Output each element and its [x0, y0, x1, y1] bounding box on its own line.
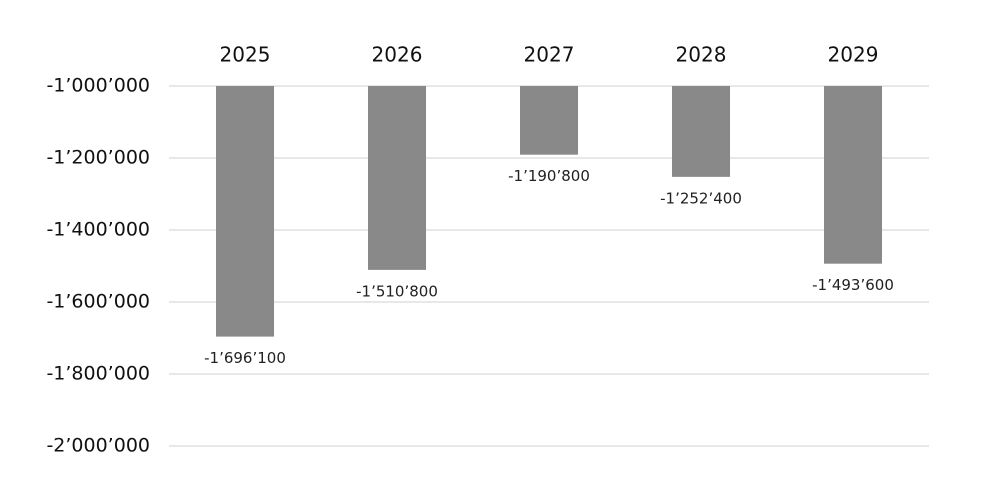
y-tick-label: -1’400’000 [46, 219, 150, 241]
x-tick-label: 2029 [828, 43, 879, 67]
y-tick-label: -1’200’000 [46, 147, 150, 169]
bar [520, 86, 578, 155]
x-tick-label: 2027 [524, 43, 575, 67]
x-tick-label: 2028 [676, 43, 727, 67]
x-tick-label: 2026 [372, 43, 423, 67]
y-tick-label: -1’600’000 [46, 291, 150, 313]
value-label: -1’252’400 [660, 189, 742, 207]
x-tick-label: 2025 [220, 43, 271, 67]
value-label: -1’696’100 [204, 349, 286, 367]
bar [216, 86, 274, 337]
value-label: -1’493’600 [812, 276, 894, 294]
bar [824, 86, 882, 264]
value-label: -1’510’800 [356, 282, 438, 300]
y-tick-label: -1’000’000 [46, 75, 150, 97]
y-tick-label: -2’000’000 [46, 435, 150, 457]
value-label: -1’190’800 [508, 167, 590, 185]
y-tick-label: -1’800’000 [46, 363, 150, 385]
bar [672, 86, 730, 177]
bar [368, 86, 426, 270]
